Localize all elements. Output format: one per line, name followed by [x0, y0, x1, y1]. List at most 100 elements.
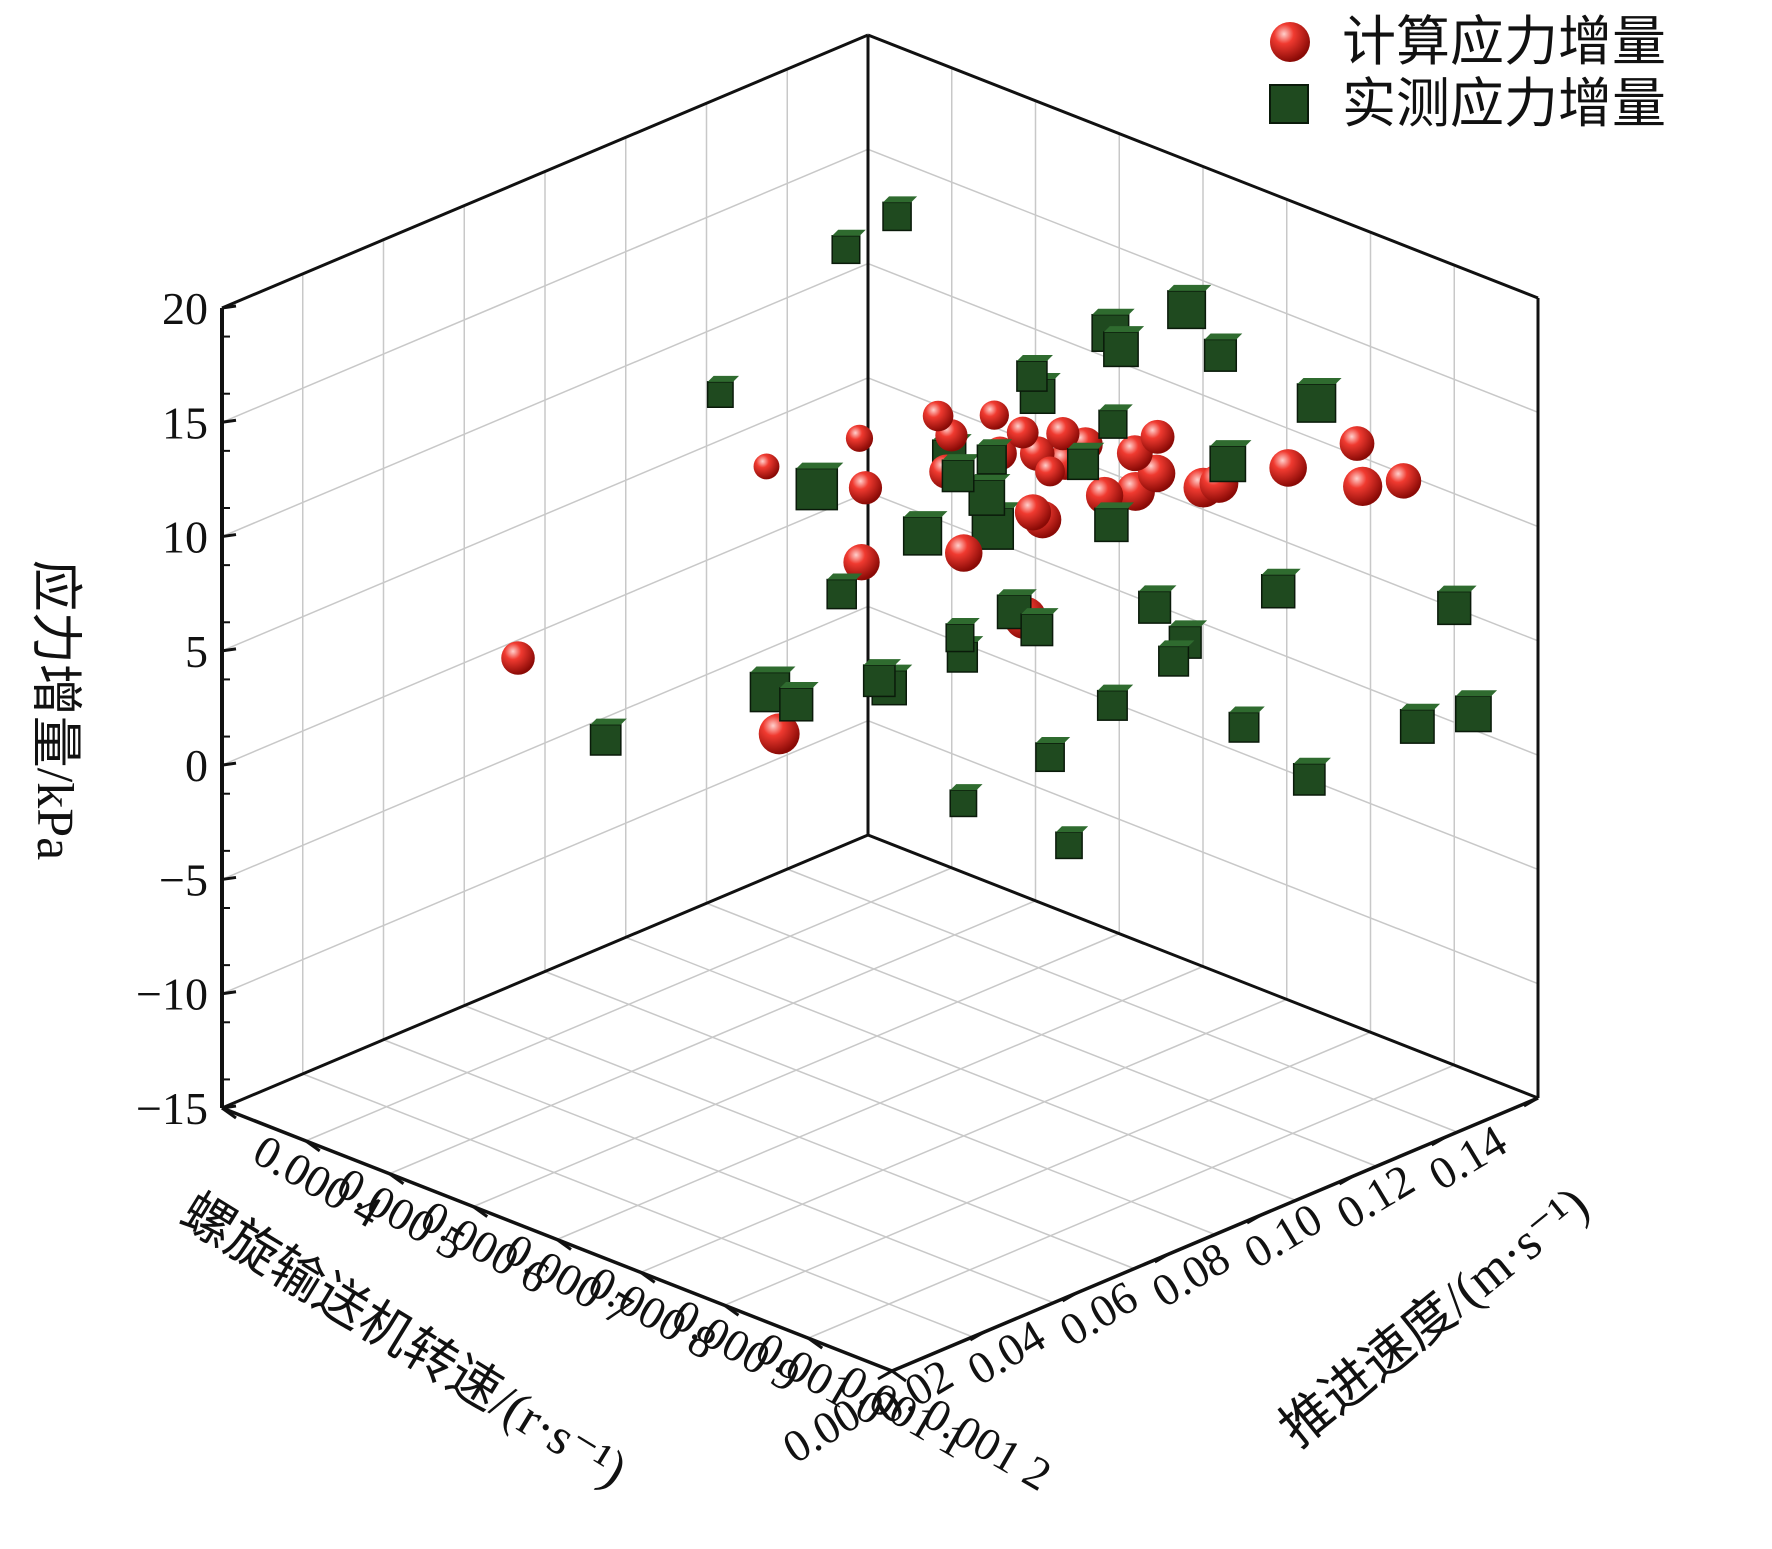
z-tick: [221, 1104, 237, 1110]
y-tick: [556, 1238, 572, 1251]
tick-marks: [221, 304, 1539, 1383]
data-point-measured: [1020, 608, 1059, 647]
data-point-measured: [1399, 703, 1441, 744]
x-tick: [969, 1330, 986, 1342]
data-point-calculated: [922, 400, 954, 432]
data-point-measured: [1296, 377, 1342, 423]
data-point-calculated: [1046, 417, 1080, 451]
data-point-measured: [1228, 706, 1265, 743]
data-point-measured: [826, 573, 863, 610]
grid-line: [305, 867, 953, 1142]
data-point-calculated: [1014, 494, 1052, 531]
x-tick: [1061, 1291, 1078, 1303]
z-tick-label: 5: [185, 626, 208, 677]
grid-line: [221, 605, 869, 881]
grid-line: [867, 605, 1539, 871]
grid-floor: [221, 834, 1539, 1372]
data-point-measured: [882, 196, 918, 232]
grid-line: [867, 262, 1539, 528]
data-point-calculated: [1035, 456, 1065, 487]
z-tick-label: 10: [162, 512, 208, 563]
grid-line: [389, 900, 1036, 1175]
y-tick: [723, 1304, 740, 1317]
data-point-measured: [1035, 737, 1071, 773]
data-point-measured: [1016, 355, 1053, 392]
data-point-measured: [1103, 326, 1145, 368]
grid-line: [221, 491, 869, 766]
data-point-calculated: [845, 424, 874, 452]
grid-line: [724, 1031, 1371, 1306]
y-axis-line: [867, 833, 1539, 1100]
z-tick: [221, 990, 237, 996]
data-point-measured: [1167, 284, 1212, 330]
x-axis-line: [221, 833, 869, 1110]
data-point-calculated: [945, 534, 983, 572]
data-point-calculated: [1339, 426, 1375, 461]
z-tick-label: 20: [162, 283, 208, 334]
grid-line: [867, 148, 1539, 413]
data-point-measured: [795, 462, 844, 511]
data-point-measured: [949, 784, 983, 818]
z-tick-label: 0: [185, 740, 208, 791]
z-tick-label: 15: [162, 397, 208, 448]
data-point-measured: [1094, 502, 1134, 543]
z-tick: [221, 761, 237, 767]
data-point-calculated: [1385, 463, 1422, 499]
z-tick: [221, 418, 237, 424]
data-point-calculated: [753, 453, 780, 480]
data-point-measured: [1260, 568, 1301, 609]
data-point-measured: [1055, 826, 1089, 860]
data-point-measured: [1138, 585, 1177, 624]
grid-wall-left: [221, 34, 869, 1109]
data-point-calculated: [501, 641, 535, 675]
z-tick-label: −15: [136, 1083, 208, 1134]
z-tick: [221, 304, 237, 310]
frame-edge: [867, 33, 1539, 300]
data-point-calculated: [1343, 466, 1383, 507]
data-point-measured: [945, 617, 980, 653]
y-tick-label: 0.001 2: [915, 1387, 1060, 1500]
grid-line: [867, 720, 1539, 985]
data-point-calculated: [843, 544, 880, 581]
y-tick: [639, 1271, 656, 1284]
frame-edge: [221, 33, 869, 310]
grid-line: [867, 377, 1539, 642]
z-tick-label: −10: [136, 969, 208, 1020]
x-tick: [1338, 1174, 1355, 1186]
x-tick-label: 0.06: [1051, 1271, 1146, 1356]
data-point-calculated: [979, 400, 1009, 430]
legend-cube-marker: [1269, 84, 1309, 124]
z-tick: [221, 875, 237, 881]
data-point-measured: [941, 454, 980, 493]
y-tick: [304, 1139, 321, 1153]
data-point-measured: [1292, 757, 1331, 796]
y-tick: [891, 1369, 907, 1383]
data-point-calculated: [1269, 449, 1307, 487]
data-point-calculated: [1140, 419, 1175, 454]
x-tick-label: 0.04: [958, 1310, 1053, 1395]
z-tick: [221, 647, 237, 653]
data-point-measured: [1209, 440, 1252, 483]
y-axis-front: [891, 1096, 1539, 1373]
data-point-measured: [1158, 640, 1195, 677]
grid-line: [640, 998, 1288, 1274]
legend-label-calculated: 计算应力增量: [1342, 12, 1666, 72]
z-tick: [221, 533, 237, 539]
y-tick: [472, 1205, 489, 1218]
data-point-measured: [1203, 333, 1243, 372]
grid-line: [472, 932, 1120, 1208]
grid-line: [221, 262, 869, 538]
legend-label-measured: 实测应力增量: [1342, 74, 1666, 134]
grid-line: [556, 965, 1204, 1241]
x-tick-label: 0.14: [1420, 1115, 1515, 1200]
data-point-calculated: [758, 713, 800, 755]
y-tick: [388, 1172, 405, 1185]
data-point-measured: [779, 682, 819, 722]
x-tick-label: 0.10: [1235, 1193, 1330, 1278]
data-point-calculated: [1006, 416, 1039, 449]
grid-line: [807, 1064, 1455, 1339]
x-tick: [1246, 1213, 1262, 1225]
y-tick: [807, 1336, 824, 1350]
x-tick-label: 0.08: [1143, 1232, 1238, 1317]
